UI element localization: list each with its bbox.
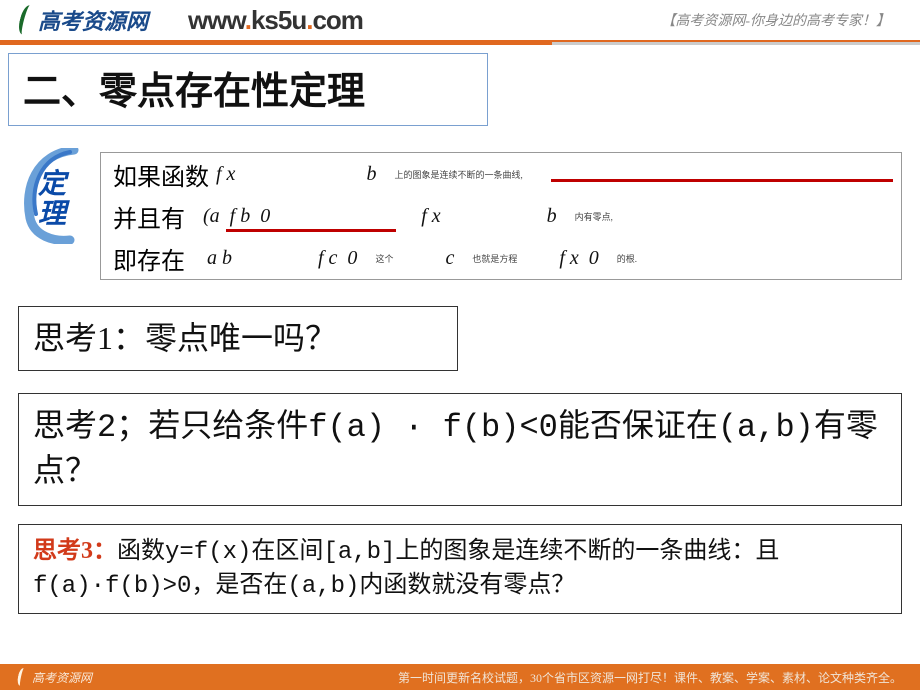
- math-ab: a b: [207, 247, 232, 270]
- top-bar: 高考资源网 www.ks5u.com 【高考资源网-你身边的高考专家！】: [0, 0, 920, 42]
- site-url: www.ks5u.com: [188, 5, 363, 36]
- footer-text: 第一时间更新名校试题，30个省市区资源一网打尽！课件、教案、学案、素材、论文种类…: [398, 669, 902, 686]
- url-prefix: www: [188, 5, 245, 35]
- math-fc0: f c 0: [318, 247, 357, 270]
- url-mid: ks5u: [251, 5, 306, 35]
- math-c: c: [445, 247, 454, 270]
- tiny-text: 的根.: [617, 252, 637, 265]
- bottom-bar: 高考资源网 第一时间更新名校试题，30个省市区资源一网打尽！课件、教案、学案、素…: [0, 664, 920, 690]
- site-logo: 高考资源网: [0, 4, 148, 36]
- theorem-tag: 定 理: [38, 170, 94, 230]
- theorem-lead-2: 并且有: [113, 199, 185, 234]
- footer-swoosh-icon: [16, 667, 28, 686]
- math-b: b: [361, 163, 376, 186]
- theorem-body: 如果函数 f x b 上的图象是连续不断的一条曲线, 并且有 (a f b 0 …: [100, 152, 902, 280]
- red-underline-1: [226, 229, 396, 232]
- math-b2: b: [537, 205, 557, 228]
- url-suffix: com: [312, 5, 362, 35]
- top-stripe: [0, 42, 920, 45]
- think3-text: 函数y=f(x)在区间[a,b]上的图象是连续不断的一条曲线：且f(a)·f(b…: [33, 539, 779, 600]
- section-title: 二、零点存在性定理: [8, 53, 488, 126]
- theorem-block: 定 理 如果函数 f x b 上的图象是连续不断的一条曲线, 并且有 (a f …: [18, 152, 902, 284]
- footer-logo: 高考资源网: [18, 668, 92, 686]
- theorem-tag-char1: 定: [38, 169, 66, 200]
- tiny-text: 这个: [375, 252, 393, 265]
- math-fx: f x: [211, 163, 235, 186]
- math-fafb0: (a f b 0: [203, 205, 270, 228]
- logo-swoosh-icon: [16, 4, 35, 36]
- footer-logo-text: 高考资源网: [32, 669, 92, 686]
- think2-text: 思考2；若只给条件f(a) · f(b)<0能否保证在(a,b)有零点？: [33, 409, 878, 491]
- think-box-3: 思考3：函数y=f(x)在区间[a,b]上的图象是连续不断的一条曲线：且f(a)…: [18, 524, 902, 615]
- theorem-lead-1: 如果函数: [113, 157, 209, 192]
- red-underline-2: [551, 179, 893, 182]
- math-fx2: f x: [416, 205, 440, 228]
- theorem-lead-3: 即存在: [113, 241, 185, 276]
- think3-label: 思考3：: [33, 538, 117, 564]
- theorem-tag-char2: 理: [38, 199, 66, 230]
- tiny-text: 内有零点,: [575, 210, 613, 223]
- tiny-text: 也就是方程: [472, 252, 517, 265]
- theorem-row-3: 即存在 a b f c 0 这个 c 也就是方程 f x 0 的根.: [113, 241, 893, 276]
- theorem-row-1: 如果函数 f x b 上的图象是连续不断的一条曲线,: [113, 157, 893, 192]
- site-tagline: 【高考资源网-你身边的高考专家！】: [661, 10, 890, 30]
- tiny-text: 上的图象是连续不断的一条曲线,: [394, 168, 522, 181]
- think-box-2: 思考2；若只给条件f(a) · f(b)<0能否保证在(a,b)有零点？: [18, 393, 902, 505]
- logo-text: 高考资源网: [38, 4, 148, 36]
- math-fx0: f x 0: [559, 247, 598, 270]
- think-box-1: 思考1：零点唯一吗？: [18, 306, 458, 371]
